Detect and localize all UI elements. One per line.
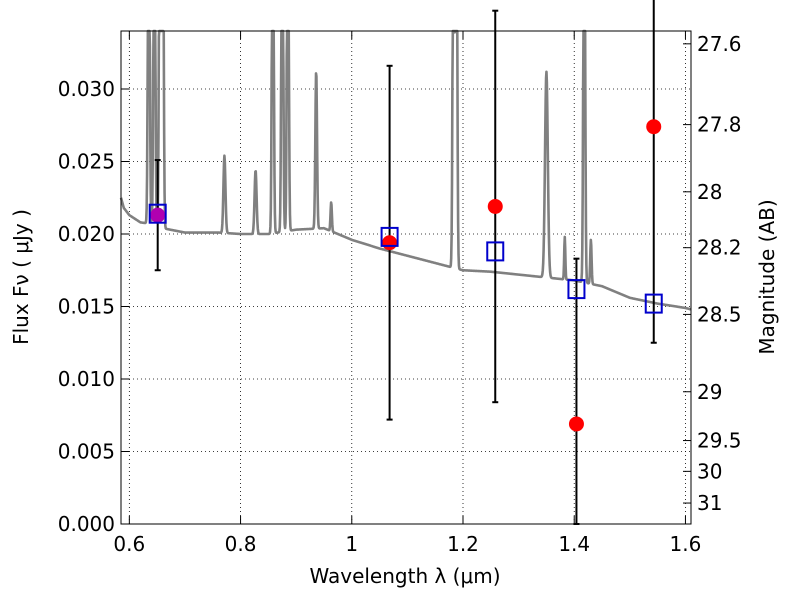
y-tick-label: 0.015: [58, 295, 115, 319]
observed-point: [568, 416, 584, 432]
model-points: [148, 203, 663, 314]
y-axis-label: Flux Fν ( μJy ): [9, 209, 33, 345]
y2-tick-label: 29: [697, 380, 722, 404]
y2-tick-label: 28.5: [697, 302, 742, 326]
x-tick-label: 1.4: [558, 532, 590, 556]
observed-points: [150, 119, 662, 432]
observed-point: [382, 235, 398, 251]
spectrum-line: [119, 29, 692, 311]
y2-tick-label: 29.5: [697, 429, 742, 453]
y-tick-label: 0.010: [58, 367, 115, 391]
y2-tick-label: 28.2: [697, 236, 742, 260]
y-tick-label: 0.030: [58, 77, 115, 101]
y2-tick-label: 28: [697, 180, 722, 204]
x-tick-label: 1.6: [670, 532, 702, 556]
x-tick-label: 1.2: [447, 532, 479, 556]
model-point: [486, 241, 505, 262]
x-tick-label: 1: [345, 532, 358, 556]
y2-tick-label: 27.8: [697, 113, 742, 137]
plot-frame: [120, 30, 692, 525]
observed-point: [150, 207, 166, 223]
x-tick-label: 0.8: [225, 532, 257, 556]
grid: [121, 31, 691, 525]
y-tick-label: 0.020: [58, 222, 115, 246]
x-tick-label: 0.6: [113, 532, 145, 556]
model-point: [644, 293, 663, 314]
y2-tick-label: 30: [697, 459, 722, 483]
axis-ticks: [121, 31, 691, 525]
model-point: [148, 203, 167, 224]
y-tick-label: 0.025: [58, 150, 115, 174]
y2-tick-label: 31: [697, 491, 722, 515]
tick-labels: 0.6 0.8 1 1.2 1.4 1.6 0.000 0.005 0.010 0.015 0.02…: [58, 32, 742, 556]
y-tick-label: 0.000: [58, 512, 115, 536]
observed-point: [646, 119, 662, 135]
spectrum-series: [119, 29, 692, 311]
observed-point: [487, 198, 503, 214]
x-axis-label: Wavelength λ (μm): [309, 564, 500, 588]
model-point: [380, 226, 399, 247]
y-tick-label: 0.005: [58, 440, 115, 464]
model-point: [567, 279, 586, 300]
y2-axis-label: Magnitude (AB): [755, 199, 779, 354]
y2-tick-label: 27.6: [697, 32, 742, 56]
